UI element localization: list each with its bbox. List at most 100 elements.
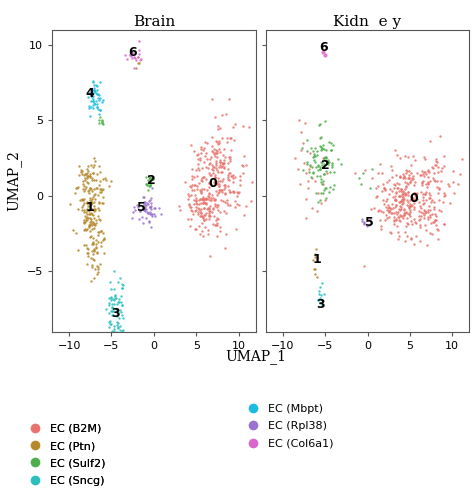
Point (404, 174, 412, 182)
Point (315, 161, 322, 169)
Point (429, 164, 437, 172)
Point (196, 212, 204, 220)
Point (89, 263, 96, 271)
Point (327, 183, 334, 191)
Point (392, 201, 400, 209)
Point (213, 219, 221, 227)
Point (411, 189, 419, 197)
Point (319, 161, 326, 169)
Point (146, 208, 154, 216)
Point (330, 168, 337, 176)
Point (182, 178, 189, 186)
Point (220, 163, 228, 171)
Point (394, 228, 401, 236)
Point (219, 151, 227, 159)
Point (219, 159, 227, 167)
Point (228, 172, 236, 180)
Point (100, 249, 108, 257)
Point (437, 132, 444, 140)
Point (212, 164, 219, 172)
Point (86, 207, 93, 215)
Point (210, 150, 218, 158)
Point (211, 173, 219, 181)
Point (318, 175, 325, 183)
Point (402, 222, 410, 230)
Point (355, 174, 363, 182)
Point (315, 287, 322, 295)
Point (392, 215, 400, 223)
Point (216, 124, 224, 132)
Point (303, 137, 311, 145)
Point (316, 134, 324, 142)
Point (401, 174, 409, 182)
Point (80, 188, 88, 196)
Point (141, 205, 148, 213)
Point (85, 190, 92, 198)
Point (87, 217, 95, 225)
Point (360, 219, 367, 227)
Point (191, 225, 199, 233)
Point (105, 309, 112, 317)
Point (434, 168, 442, 176)
Point (190, 210, 197, 218)
Point (313, 273, 320, 281)
Point (395, 213, 402, 221)
Point (399, 214, 407, 222)
Point (204, 193, 211, 200)
Point (458, 155, 465, 163)
Point (146, 210, 154, 218)
Point (80, 216, 88, 224)
Point (187, 206, 194, 214)
Point (97, 227, 105, 235)
Point (402, 183, 410, 191)
Point (397, 205, 404, 213)
Point (396, 206, 404, 214)
Point (419, 209, 426, 217)
Point (390, 220, 397, 228)
Point (424, 180, 432, 188)
Point (400, 193, 407, 201)
Point (213, 191, 220, 199)
Point (150, 204, 157, 212)
Point (211, 149, 219, 157)
Point (206, 212, 214, 220)
Point (413, 169, 421, 177)
Point (211, 113, 219, 121)
Point (195, 200, 203, 208)
Point (376, 160, 384, 168)
Point (325, 189, 332, 197)
Point (89, 77, 97, 85)
Point (109, 307, 117, 315)
Point (89, 95, 97, 102)
Point (454, 180, 462, 188)
Point (197, 145, 204, 153)
Point (206, 171, 214, 179)
Text: 1: 1 (86, 201, 95, 214)
Point (221, 198, 228, 206)
Point (327, 168, 334, 176)
Point (212, 159, 220, 167)
Point (321, 117, 329, 125)
Point (100, 185, 107, 193)
Point (235, 188, 243, 196)
Point (203, 175, 210, 183)
Point (421, 191, 429, 198)
Point (90, 87, 97, 95)
Point (85, 102, 93, 110)
Point (421, 155, 429, 163)
Point (93, 170, 100, 178)
Point (96, 189, 104, 197)
Point (87, 98, 94, 105)
Point (202, 215, 210, 223)
Point (424, 179, 432, 187)
Point (385, 213, 393, 221)
Point (366, 184, 374, 192)
Point (111, 291, 119, 298)
Point (130, 64, 137, 72)
Point (229, 123, 237, 131)
Point (401, 178, 409, 186)
Point (399, 174, 407, 182)
Point (89, 250, 97, 258)
Point (406, 200, 413, 208)
Point (212, 149, 220, 157)
